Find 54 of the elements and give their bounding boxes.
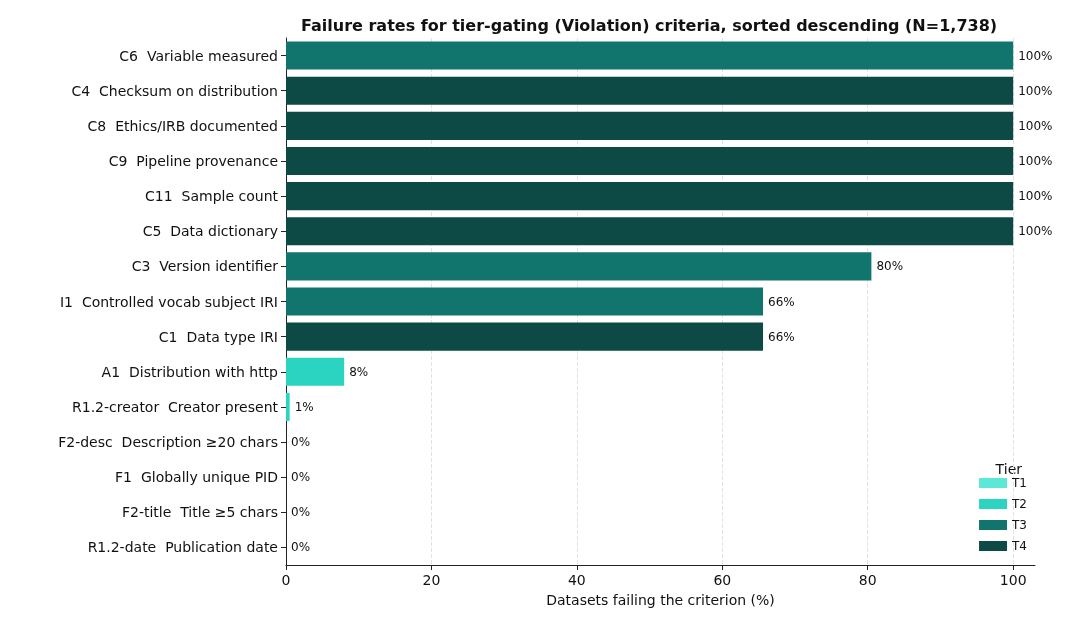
bar: [286, 111, 1014, 140]
bar: [286, 146, 1014, 176]
text: 0%: [291, 505, 311, 520]
x-tick-label: 40: [567, 572, 586, 588]
y-tick-label: A1 Distribution with http: [101, 363, 279, 380]
text: 8%: [349, 364, 369, 379]
x-tick-label: 100: [999, 572, 1027, 588]
text: 100%: [1018, 153, 1053, 168]
bar: [286, 392, 290, 421]
bar: [286, 252, 872, 281]
y-tick-label: C6 Variable measured: [119, 47, 278, 64]
y-tick-label: F2-desc Description ≥20 chars: [58, 434, 278, 451]
y-tick-label: C5 Data dictionary: [142, 223, 278, 240]
text: 0%: [291, 470, 311, 485]
y-tick-label: C4 Checksum on distribution: [71, 82, 278, 99]
legend-label: T3: [1011, 518, 1027, 532]
text: 100%: [1018, 48, 1053, 63]
legend-label: T1: [1011, 476, 1027, 490]
y-tick-label: F1 Globally unique PID: [115, 469, 278, 486]
y-tick-label: C8 Ethics/IRB documented: [87, 117, 278, 134]
y-tick-label: C1 Data type IRI: [158, 328, 278, 345]
bar: [286, 322, 764, 351]
text: 100%: [1018, 189, 1053, 204]
bar: [286, 76, 1014, 105]
text: 100%: [1018, 83, 1053, 98]
bar: [286, 357, 345, 386]
legend-label: T2: [1011, 497, 1027, 511]
y-tick-label: R1.2-date Publication date: [87, 539, 278, 556]
y-tick-label: R1.2-creator Creator present: [72, 398, 279, 415]
y-tick-label: C9 Pipeline provenance: [108, 152, 278, 169]
legend-label: T4: [1011, 539, 1027, 553]
bar: [286, 41, 1014, 70]
y-tick-label: I1 Controlled vocab subject IRI: [59, 293, 278, 310]
x-axis-title: Datasets failing the criterion (%): [546, 592, 775, 608]
text: 0%: [291, 435, 311, 450]
x-tick-label: 20: [422, 572, 441, 588]
text: 100%: [1018, 118, 1053, 133]
x-tick-label: 80: [858, 572, 877, 588]
text: 100%: [1018, 224, 1053, 239]
chart-title: Failure rates for tier-gating (Violation) criteria, sorted descending (N=1,738): [301, 15, 998, 35]
text: 1%: [294, 399, 314, 414]
bar: [286, 217, 1014, 246]
x-tick-label: 60: [713, 572, 732, 588]
x-tick-label: 0: [281, 572, 291, 588]
y-tick-label: F2-title Title ≥5 chars: [121, 504, 278, 521]
bar: [286, 287, 764, 316]
bar: [286, 182, 1014, 211]
legend-title: Tier: [994, 461, 1023, 477]
text: 0%: [291, 540, 311, 555]
y-tick-label: C3 Version identifier: [131, 258, 279, 275]
text: 66%: [768, 294, 795, 309]
text: 66%: [768, 329, 795, 344]
text: 80%: [876, 259, 904, 274]
y-tick-label: C11 Sample count: [145, 188, 279, 205]
